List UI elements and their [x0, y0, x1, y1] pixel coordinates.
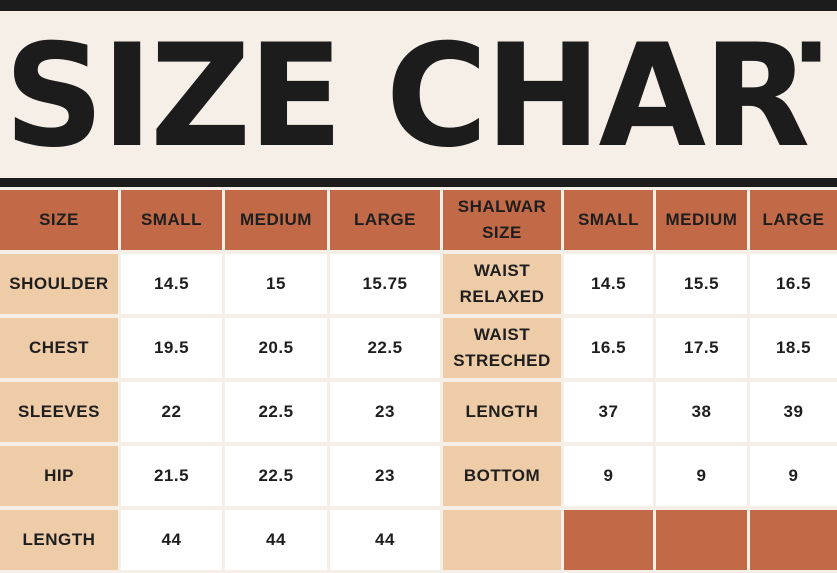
header-medium: MEDIUM [225, 190, 327, 250]
row-label: SHOULDER [0, 254, 118, 314]
table-cell: 9 [564, 446, 653, 506]
empty-cell [750, 510, 837, 570]
top-divider [0, 0, 837, 11]
empty-cell [564, 510, 653, 570]
header-size: SIZE [0, 190, 118, 250]
header-shalwar-large: LARGE [750, 190, 837, 250]
header-large: LARGE [330, 190, 440, 250]
header-shalwar-medium: MEDIUM [656, 190, 747, 250]
table-cell: 23 [330, 382, 440, 442]
size-chart-table: SIZE SMALL MEDIUM LARGE SHALWAR SIZE SMA… [0, 190, 837, 573]
table-cell: 14.5 [564, 254, 653, 314]
page-title: SIZE CHART [4, 22, 821, 172]
row-label: WAIST RELAXED [443, 254, 561, 314]
row-label: LENGTH [443, 382, 561, 442]
table-cell: 44 [121, 510, 222, 570]
table-cell: 22.5 [225, 382, 327, 442]
table-cell: 37 [564, 382, 653, 442]
table-cell: 44 [330, 510, 440, 570]
table-cell: 16.5 [750, 254, 837, 314]
table-cell: 17.5 [656, 318, 747, 378]
table-cell: 39 [750, 382, 837, 442]
row-label: SLEEVES [0, 382, 118, 442]
table-cell: 22.5 [330, 318, 440, 378]
table-cell: 14.5 [121, 254, 222, 314]
table-cell: 20.5 [225, 318, 327, 378]
table-cell: 22 [121, 382, 222, 442]
table-cell: 9 [750, 446, 837, 506]
row-label: BOTTOM [443, 446, 561, 506]
row-label: WAIST STRECHED [443, 318, 561, 378]
row-label: HIP [0, 446, 118, 506]
header-shalwar-small: SMALL [564, 190, 653, 250]
row-label: CHEST [0, 318, 118, 378]
header-shalwar-size: SHALWAR SIZE [443, 190, 561, 250]
empty-cell [443, 510, 561, 570]
table-cell: 23 [330, 446, 440, 506]
table-cell: 16.5 [564, 318, 653, 378]
table-cell: 18.5 [750, 318, 837, 378]
table-cell: 44 [225, 510, 327, 570]
table-cell: 15.75 [330, 254, 440, 314]
empty-cell [656, 510, 747, 570]
table-cell: 19.5 [121, 318, 222, 378]
title-divider [0, 178, 837, 187]
table-cell: 21.5 [121, 446, 222, 506]
table-cell: 9 [656, 446, 747, 506]
table-cell: 15 [225, 254, 327, 314]
table-cell: 22.5 [225, 446, 327, 506]
row-label: LENGTH [0, 510, 118, 570]
header-small: SMALL [121, 190, 222, 250]
table-cell: 15.5 [656, 254, 747, 314]
table-cell: 38 [656, 382, 747, 442]
